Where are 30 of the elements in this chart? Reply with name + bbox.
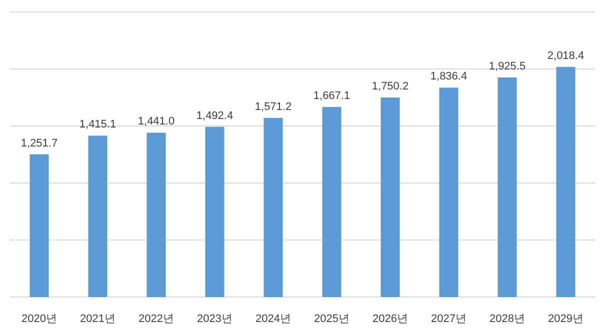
data-label: 1,415.1 xyxy=(79,118,116,131)
data-label: 1,925.5 xyxy=(488,60,526,72)
data-label: 2,018.4 xyxy=(547,50,584,62)
x-tick-label: 2020년 xyxy=(22,313,57,325)
data-label: 1,750.2 xyxy=(372,80,409,92)
x-tick-label: 2025년 xyxy=(314,313,350,325)
data-label: 1,251.7 xyxy=(20,137,58,150)
bar xyxy=(439,88,458,297)
bar xyxy=(146,132,166,297)
x-tick-label: 2024년 xyxy=(256,313,291,325)
x-tick-label: 2022년 xyxy=(138,313,174,325)
data-label: 1,667.1 xyxy=(313,90,350,102)
bar xyxy=(380,97,400,297)
x-tick-label: 2026년 xyxy=(372,313,408,325)
bar xyxy=(498,77,517,297)
data-label: 1,441.0 xyxy=(138,116,175,128)
bar xyxy=(322,106,342,297)
x-tick-label: 2023년 xyxy=(197,313,232,325)
data-label: 1,836.4 xyxy=(430,70,468,83)
data-label: 1,492.4 xyxy=(196,110,234,122)
x-tick-label: 2028년 xyxy=(490,313,525,325)
x-tick-label: 2021년 xyxy=(80,313,116,325)
bar xyxy=(30,154,49,297)
bar xyxy=(264,118,283,297)
bar xyxy=(88,136,108,297)
bar xyxy=(205,126,224,297)
x-tick-label: 2029년 xyxy=(548,313,584,325)
data-label: 1,571.2 xyxy=(254,100,292,113)
x-tick-label: 2027년 xyxy=(431,313,466,325)
bar xyxy=(556,66,576,297)
